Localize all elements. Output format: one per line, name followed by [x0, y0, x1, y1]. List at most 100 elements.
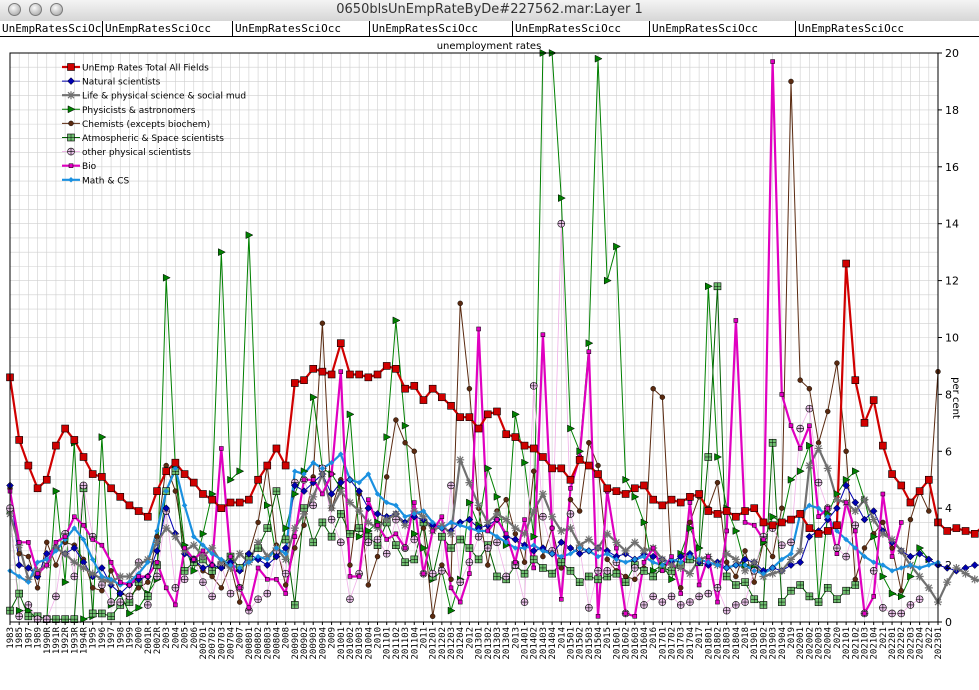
data-point — [786, 555, 795, 564]
marker-cross — [456, 578, 464, 586]
data-point — [447, 529, 456, 538]
x-tick-label: 201301 — [475, 627, 485, 660]
x-tick-label: 201903 — [769, 627, 779, 660]
data-point — [733, 573, 739, 580]
marker-cross — [484, 544, 492, 552]
column-header[interactable]: UnEmpRatesSciOcc — [370, 21, 513, 36]
data-point — [301, 477, 307, 482]
data-point — [961, 527, 970, 535]
column-header[interactable]: UnEmpRatesSciOcc — [2, 21, 103, 36]
data-point — [485, 528, 491, 534]
data-point — [970, 561, 979, 569]
data-point — [255, 553, 261, 560]
data-point — [402, 440, 408, 446]
data-point — [861, 553, 868, 560]
data-point — [751, 523, 757, 528]
legend-marker — [67, 105, 76, 114]
column-header[interactable]: UnEmpRatesSciOcc — [513, 21, 650, 36]
data-point — [539, 564, 547, 572]
data-point — [603, 484, 612, 493]
marker-cross — [401, 558, 409, 566]
column-header[interactable]: UnEmpRatesSciOcc — [233, 21, 370, 36]
x-tick-label: 2015 — [603, 627, 613, 649]
data-point — [676, 498, 685, 507]
data-point — [686, 598, 694, 606]
x-tick-label: 2000 — [135, 627, 145, 649]
data-point — [787, 475, 796, 484]
marker-cross — [80, 481, 88, 489]
marker-cross — [677, 601, 685, 609]
column-header[interactable]: UnEmpRatesSciOcc — [103, 21, 233, 36]
data-point — [44, 539, 50, 546]
data-point — [833, 595, 841, 604]
data-point — [568, 486, 573, 491]
data-point — [411, 448, 417, 454]
data-point — [25, 553, 32, 560]
data-point — [805, 532, 814, 541]
data-point — [456, 455, 465, 464]
data-point — [127, 582, 132, 588]
x-tick-label: 201004 — [364, 627, 374, 660]
data-point — [219, 446, 224, 451]
x-tick-label: 202301 — [934, 627, 944, 660]
data-point — [540, 548, 546, 554]
zoom-window-button[interactable] — [50, 3, 63, 16]
minimize-window-button[interactable] — [29, 3, 42, 16]
data-point — [678, 585, 684, 591]
data-point — [493, 538, 501, 547]
x-tick-label: 1999 — [125, 627, 135, 649]
marker-cross — [181, 575, 189, 583]
data-point — [788, 423, 794, 428]
data-point — [540, 332, 546, 337]
data-point — [658, 598, 667, 606]
column-header[interactable]: UnEmpRatesSciOcc — [650, 21, 796, 36]
data-point — [191, 557, 197, 562]
legend-label: Chemists (excepts biochem) — [82, 120, 210, 130]
marker-cross — [769, 439, 777, 447]
data-point — [327, 515, 336, 524]
x-tick-label: 2010 — [374, 627, 384, 649]
data-point — [594, 54, 603, 63]
chart-title: unemployment rates — [437, 41, 542, 52]
marker-cross — [272, 487, 280, 495]
data-point — [273, 545, 280, 551]
data-point — [180, 546, 189, 555]
marker-cross — [842, 553, 850, 561]
data-point — [860, 419, 869, 427]
data-point — [834, 528, 840, 534]
data-point — [345, 498, 354, 507]
marker-cross — [465, 558, 473, 566]
data-point — [336, 339, 345, 347]
x-tick-label: 2016 — [649, 627, 659, 649]
marker-cross — [263, 524, 271, 532]
data-point — [282, 550, 289, 557]
data-point — [237, 599, 243, 605]
data-point — [897, 592, 906, 601]
data-point — [474, 532, 483, 541]
data-point — [796, 581, 804, 589]
data-point — [327, 504, 336, 513]
data-point — [327, 532, 336, 541]
data-point — [290, 524, 299, 533]
data-point — [897, 546, 906, 555]
marker-cross — [585, 572, 593, 580]
close-window-button[interactable] — [8, 3, 21, 16]
column-header[interactable]: UnEmpRatesSciOcc — [798, 22, 904, 35]
marker-cross — [530, 382, 538, 390]
x-tick-label: 201102 — [392, 627, 402, 660]
window-titlebar: 0650blsUnEmpRateByDe#227562.mar:Layer 1 — [0, 0, 979, 22]
data-point — [925, 562, 932, 568]
x-tick-label: 201902 — [759, 627, 769, 660]
data-point — [686, 493, 694, 501]
data-point — [520, 598, 529, 606]
data-point — [346, 530, 354, 538]
data-point — [613, 556, 620, 563]
marker-cross — [493, 538, 501, 546]
x-tick-label: 201602 — [622, 627, 632, 660]
data-point — [447, 481, 455, 490]
data-point — [851, 581, 860, 589]
marker-cross — [833, 544, 841, 552]
data-point — [107, 484, 115, 493]
data-point — [255, 519, 261, 526]
x-tick-label: 200801 — [245, 627, 255, 660]
